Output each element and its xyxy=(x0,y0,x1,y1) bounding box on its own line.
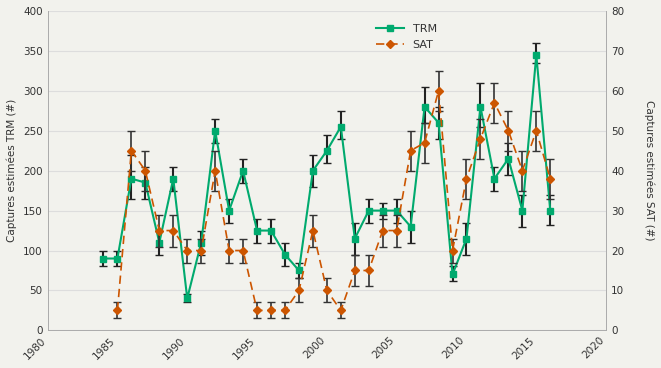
Y-axis label: Captures estimées TRM (#): Captures estimées TRM (#) xyxy=(7,99,17,242)
Legend: TRM, SAT: TRM, SAT xyxy=(371,20,441,54)
Y-axis label: Captures estimées SAT (#): Captures estimées SAT (#) xyxy=(644,100,654,241)
